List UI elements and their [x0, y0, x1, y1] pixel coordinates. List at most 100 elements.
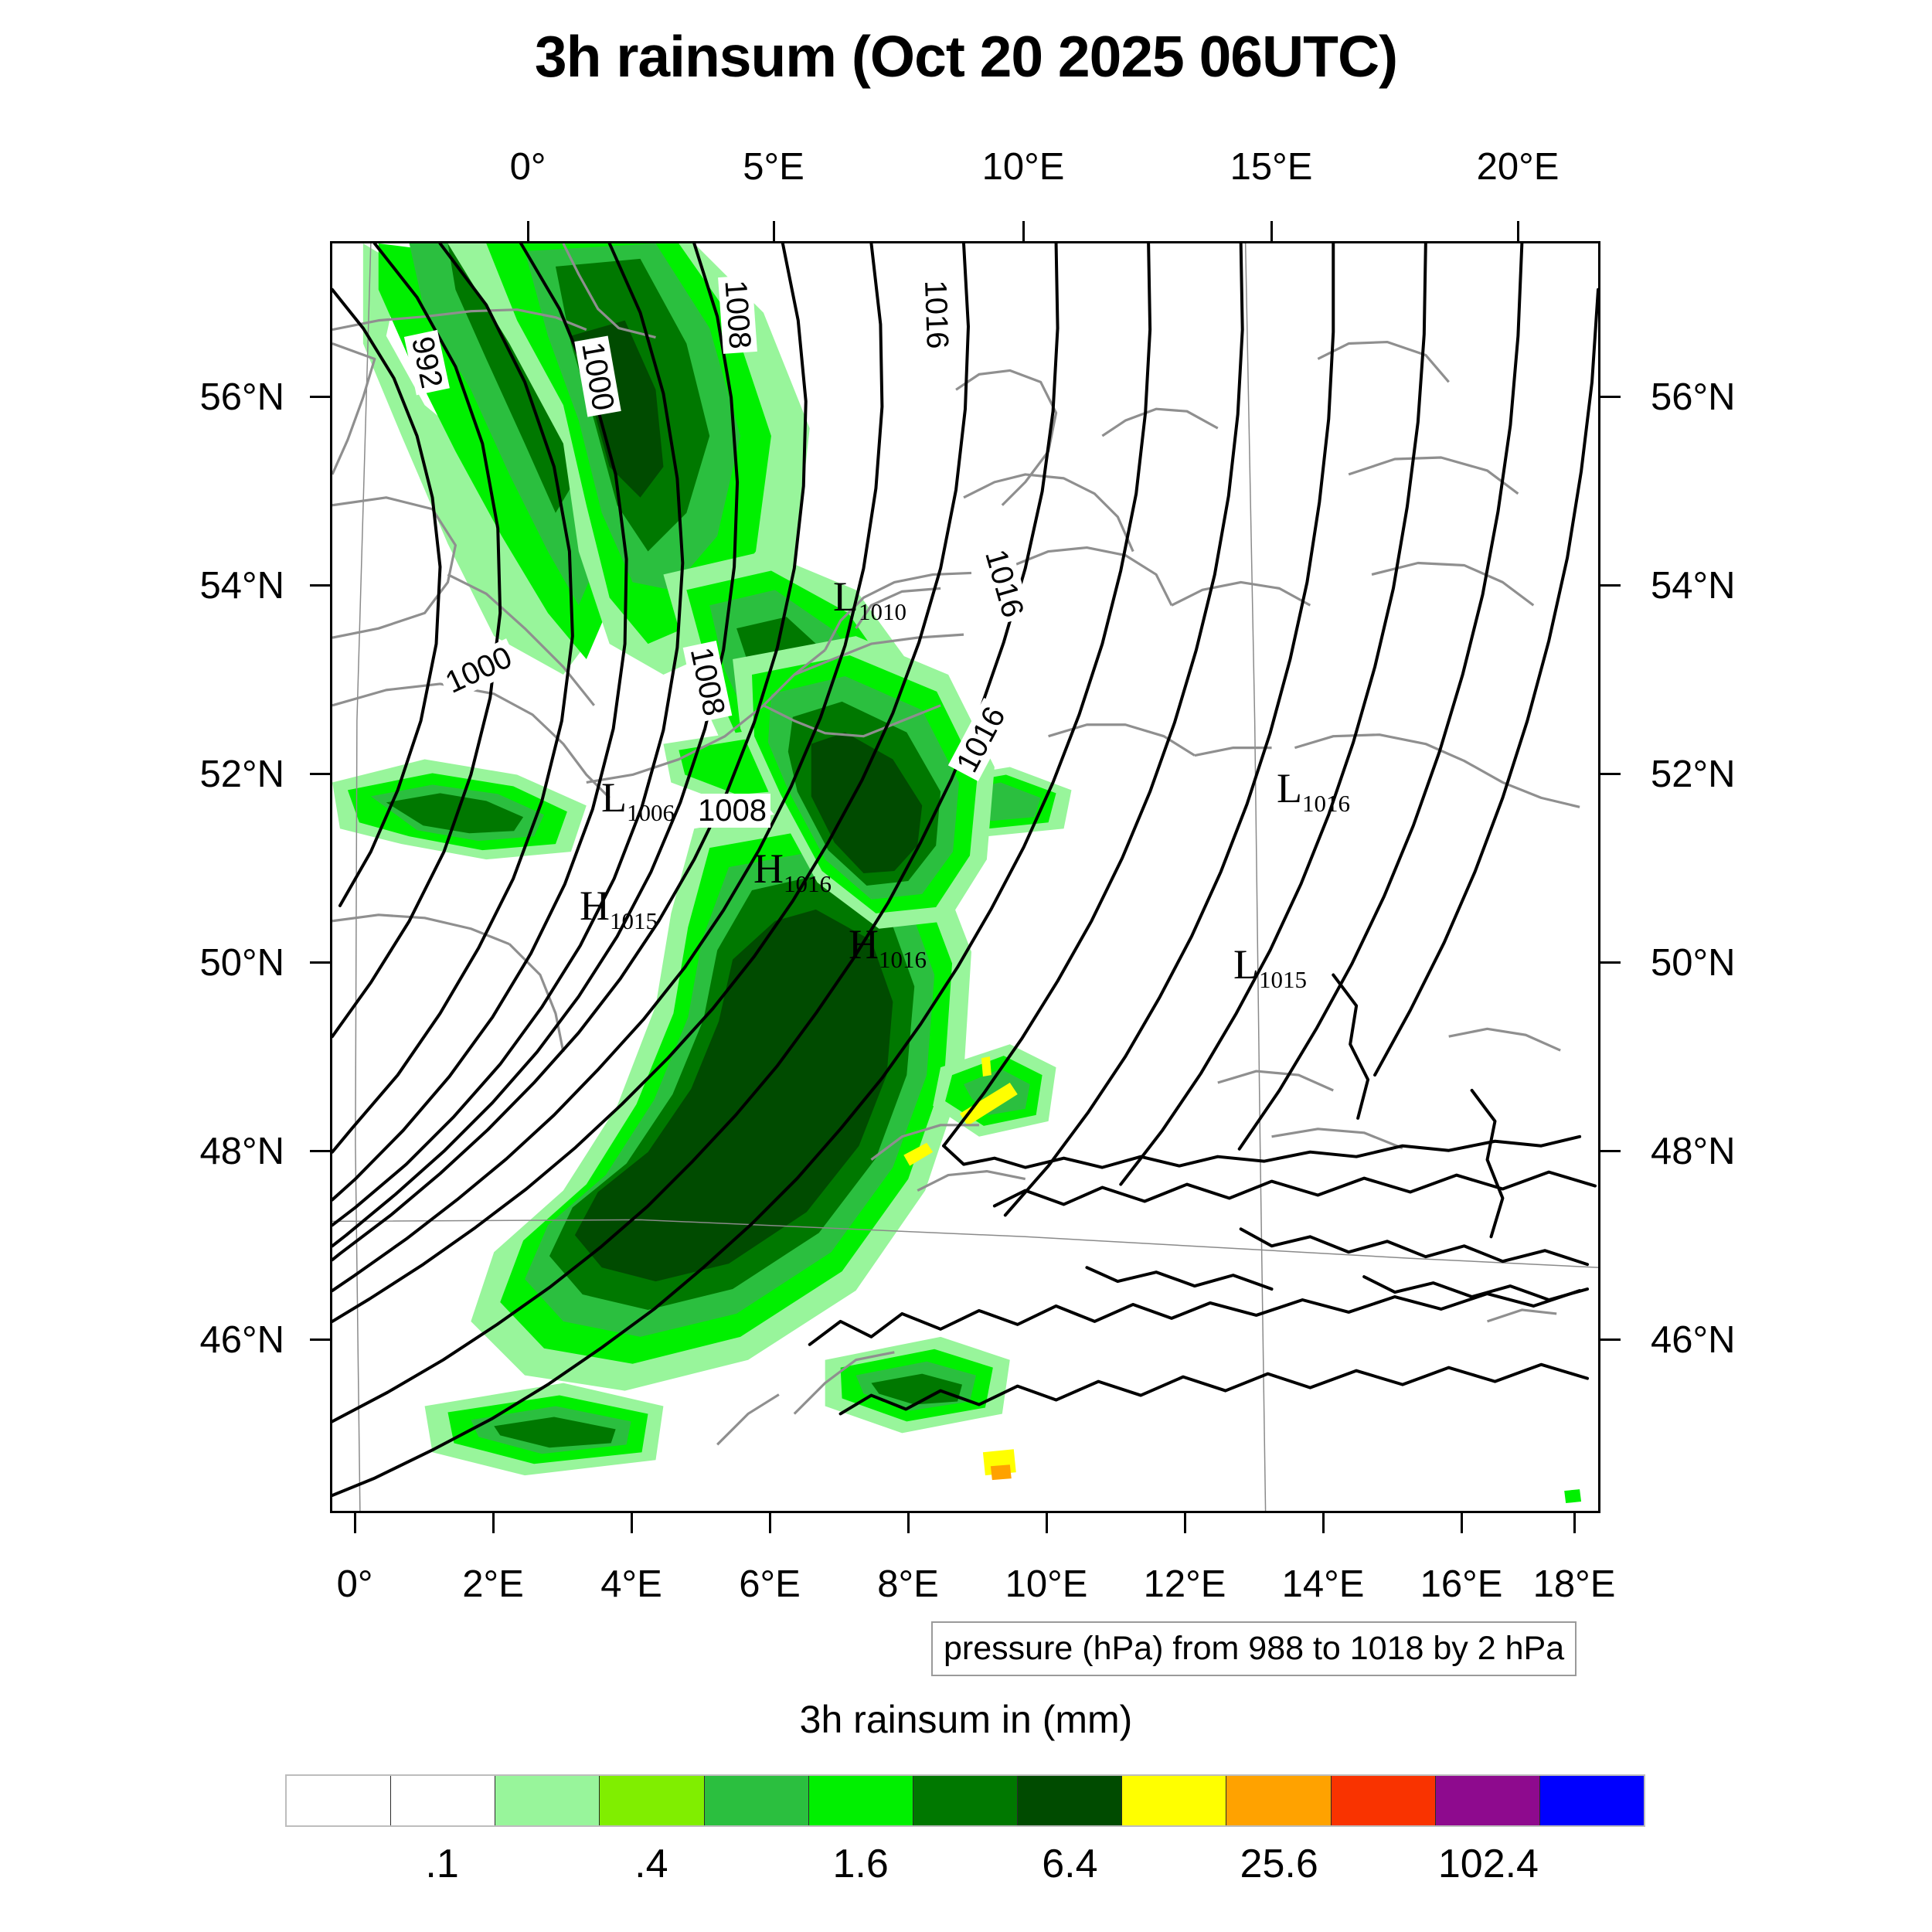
map-plot-area[interactable]: 992 1000 1008 1016 1000 1008 1008 1016 1…: [330, 241, 1600, 1513]
left-axis-label: 50°N: [199, 942, 284, 984]
right-axis-label: 48°N: [1651, 1131, 1736, 1172]
pressure-center-high-1015: H1015: [580, 885, 658, 933]
right-tick: [1600, 773, 1621, 775]
top-tick: [1517, 221, 1519, 241]
top-tick: [773, 221, 775, 241]
bottom-tick: [907, 1513, 910, 1533]
pressure-center-low-1010: L1010: [833, 576, 906, 624]
bottom-tick: [1046, 1513, 1048, 1533]
colorbar-segment-0[interactable]: [287, 1776, 392, 1825]
contour-label-1008-south: 1008: [694, 794, 770, 828]
right-tick: [1600, 961, 1621, 964]
left-axis-label: 52°N: [199, 753, 284, 795]
left-tick: [310, 1150, 330, 1152]
page-title: 3h rainsum (Oct 20 2025 06UTC): [534, 24, 1398, 89]
bottom-axis-label: 10°E: [1005, 1563, 1088, 1605]
left-axis-label: 54°N: [199, 565, 284, 607]
bottom-axis-label: 4°E: [600, 1563, 662, 1605]
colorbar-segment-4[interactable]: [704, 1776, 809, 1825]
colorbar-tick-label: .1: [425, 1842, 459, 1886]
right-tick: [1600, 1338, 1621, 1341]
colorbar-segment-6[interactable]: [913, 1776, 1019, 1825]
colorbar-segment-11[interactable]: [1435, 1776, 1540, 1825]
colorbar-segment-10[interactable]: [1331, 1776, 1436, 1825]
right-axis-label: 54°N: [1651, 565, 1736, 607]
pressure-center-value: 1006: [627, 798, 675, 826]
pressure-center-type: H: [849, 921, 879, 968]
left-tick: [310, 773, 330, 775]
left-axis-label: 46°N: [199, 1319, 284, 1361]
bottom-tick: [1461, 1513, 1463, 1533]
bottom-axis-label: 14°E: [1281, 1563, 1365, 1605]
bottom-tick: [354, 1513, 356, 1533]
pressure-center-type: H: [580, 883, 610, 929]
pressure-center-type: L: [601, 774, 627, 821]
pressure-center-value: 1016: [784, 869, 832, 897]
colorbar-segment-8[interactable]: [1122, 1776, 1227, 1825]
pressure-center-high-1016-a: H1016: [753, 848, 832, 896]
pressure-center-value: 1015: [1259, 965, 1307, 993]
bottom-axis-label: 16°E: [1420, 1563, 1503, 1605]
left-tick: [310, 584, 330, 587]
colorbar-segment-5[interactable]: [808, 1776, 913, 1825]
colorbar-segment-2[interactable]: [495, 1776, 600, 1825]
right-tick: [1600, 584, 1621, 587]
left-axis-label: 56°N: [199, 376, 284, 418]
top-axis-label: 5°E: [743, 146, 804, 188]
pressure-center-type: L: [833, 573, 859, 620]
bottom-tick: [769, 1513, 771, 1533]
pressure-center-high-1016-b: H1016: [849, 923, 927, 971]
pressure-center-type: H: [753, 845, 784, 892]
colorbar-segment-9[interactable]: [1226, 1776, 1332, 1825]
colorbar-title: 3h rainsum in (mm): [799, 1698, 1133, 1741]
left-tick: [310, 1338, 330, 1341]
top-axis-label: 15°E: [1230, 146, 1313, 188]
map-canvas: 992 1000 1008 1016 1000 1008 1008 1016 1…: [332, 243, 1598, 1511]
right-axis-label: 52°N: [1651, 753, 1736, 795]
pressure-center-low-1006: L1006: [601, 777, 675, 825]
left-axis-label: 48°N: [199, 1131, 284, 1172]
pressure-center-value: 1016: [879, 945, 927, 973]
precipitation-shading-layer: [332, 243, 1582, 1504]
bottom-tick: [492, 1513, 495, 1533]
right-axis-label: 56°N: [1651, 376, 1736, 418]
colorbar-tick-label: 25.6: [1240, 1842, 1318, 1886]
pressure-center-low-1015: L1015: [1233, 944, 1307, 992]
pressure-center-type: L: [1233, 941, 1259, 988]
coastlines: [332, 243, 1580, 1446]
top-axis-label: 20°E: [1476, 146, 1560, 188]
bottom-axis-label: 12°E: [1143, 1563, 1226, 1605]
colorbar-segment-12[interactable]: [1539, 1776, 1645, 1825]
colorbar-tick-label: 102.4: [1437, 1842, 1539, 1886]
bottom-axis-label: 2°E: [462, 1563, 524, 1605]
top-tick: [527, 221, 529, 241]
right-tick: [1600, 1150, 1621, 1152]
bottom-axis-label: 6°E: [739, 1563, 801, 1605]
colorbar[interactable]: [285, 1774, 1645, 1827]
colorbar-tick-label: 6.4: [1042, 1842, 1098, 1886]
map-vector-layer: [332, 243, 1598, 1511]
bottom-tick: [631, 1513, 633, 1533]
right-tick: [1600, 396, 1621, 398]
bottom-axis-label: 18°E: [1532, 1563, 1616, 1605]
pressure-center-value: 1010: [859, 597, 906, 625]
colorbar-tick-label: 1.6: [832, 1842, 889, 1886]
top-tick: [1270, 221, 1273, 241]
colorbar-tick-label: .4: [634, 1842, 668, 1886]
top-tick: [1022, 221, 1025, 241]
isobars: [332, 243, 1598, 1498]
bottom-axis-label: 8°E: [877, 1563, 939, 1605]
bottom-tick: [1573, 1513, 1576, 1533]
left-tick: [310, 961, 330, 964]
right-axis-label: 50°N: [1651, 942, 1736, 984]
graticule: [332, 243, 1598, 1511]
colorbar-segment-1[interactable]: [391, 1776, 496, 1825]
top-axis-label: 0°: [509, 146, 546, 188]
pressure-center-value: 1016: [1302, 789, 1350, 817]
colorbar-segment-7[interactable]: [1018, 1776, 1123, 1825]
pressure-center-value: 1015: [610, 906, 658, 934]
colorbar-segment-3[interactable]: [600, 1776, 705, 1825]
contour-label-1016: 1016: [917, 275, 955, 354]
contour-label-1008: 1008: [718, 275, 757, 354]
top-axis-label: 10°E: [981, 146, 1065, 188]
